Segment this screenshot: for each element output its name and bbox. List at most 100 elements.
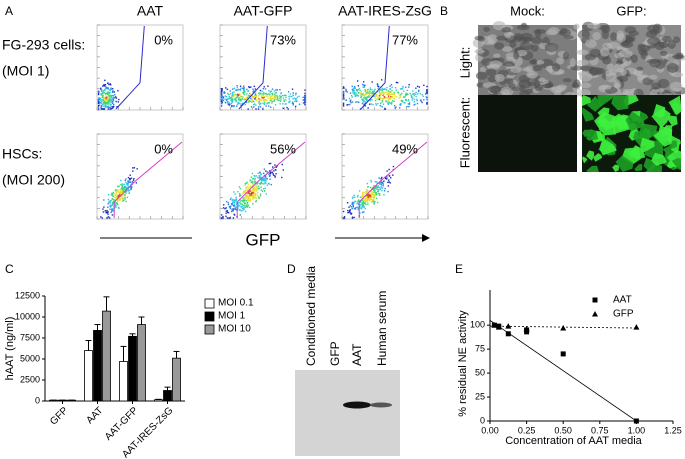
flow-event: [111, 192, 113, 195]
gfp-cell: [667, 115, 678, 127]
flow-event: [284, 103, 286, 105]
gfp-cell: [586, 150, 595, 161]
flow-event: [399, 103, 402, 105]
cell-texture: [489, 60, 503, 68]
flow-event: [116, 188, 119, 191]
flow-event: [383, 96, 386, 98]
gfp-cell: [611, 95, 629, 111]
flow-event: [408, 103, 411, 105]
flow-event: [254, 179, 256, 181]
flow-event: [102, 99, 105, 101]
flow-event: [97, 101, 100, 104]
flow-event: [371, 99, 373, 101]
flow-event: [102, 90, 104, 93]
flow-event: [231, 98, 234, 101]
flow-event: [107, 105, 109, 107]
flow-event: [385, 178, 388, 180]
flow-event: [102, 208, 104, 210]
flow-event: [386, 93, 388, 96]
gfp-cell: [668, 95, 681, 116]
cell-texture: [494, 42, 505, 50]
flow-event: [290, 95, 293, 98]
flow-event: [379, 92, 381, 95]
flow-event: [387, 99, 389, 101]
flow-event: [366, 199, 368, 202]
flow-event: [365, 98, 367, 101]
flow-event: [225, 210, 228, 212]
cell-texture: [605, 72, 617, 83]
flow-event: [118, 197, 121, 200]
flow-event: [233, 191, 235, 193]
flow-event: [254, 196, 257, 199]
bar: [67, 399, 76, 402]
flow-event: [353, 207, 356, 210]
flow-event: [112, 207, 114, 210]
flow-event: [257, 172, 259, 175]
flow-event: [254, 181, 256, 183]
flow-event: [424, 93, 427, 95]
flow-event: [245, 98, 248, 100]
flow-event: [258, 177, 261, 179]
flow-event: [282, 169, 285, 171]
flow-event: [349, 100, 352, 102]
cell-texture: [476, 82, 484, 88]
legend-swatch: [204, 298, 215, 309]
flow-event: [393, 92, 395, 94]
flow-event: [362, 195, 364, 198]
flow-event: [426, 89, 428, 91]
flow-event: [118, 194, 120, 197]
flow-event: [413, 101, 416, 103]
flow-event: [385, 97, 387, 99]
flow-event: [289, 100, 291, 102]
flow-event: [258, 187, 261, 190]
flow-event: [375, 94, 378, 97]
flow-event: [233, 205, 236, 207]
flow-event: [366, 194, 369, 197]
flow-event: [101, 100, 103, 103]
flow-event: [372, 190, 375, 192]
cell-texture: [577, 29, 590, 40]
flow-event: [114, 94, 116, 96]
flow-event: [240, 98, 243, 101]
flow-event: [348, 209, 351, 212]
flow-event: [291, 88, 294, 90]
flow-event: [294, 97, 296, 99]
flow-event: [256, 183, 258, 185]
cell-texture: [666, 62, 679, 73]
flow-event: [233, 208, 235, 210]
flow-event: [265, 193, 268, 195]
flow-event: [254, 96, 257, 99]
flow-event: [346, 104, 348, 106]
flow-event: [357, 194, 359, 197]
flow-event: [363, 97, 365, 99]
flow-event: [362, 205, 365, 208]
flow-event: [250, 94, 252, 96]
flow-event: [242, 208, 244, 210]
flow-event: [346, 91, 348, 93]
flow-event: [252, 178, 255, 180]
panel-label: A: [5, 4, 13, 18]
flow-event: [272, 97, 274, 100]
flow-event: [262, 87, 264, 90]
flow-event: [263, 190, 266, 192]
flow-event: [283, 94, 285, 97]
flow-event: [228, 95, 230, 98]
flow-event: [256, 193, 258, 195]
flow-event: [244, 99, 246, 101]
flow-event: [275, 89, 277, 91]
flow-event: [375, 194, 378, 196]
flow-event: [227, 211, 230, 214]
flow-event: [237, 202, 240, 204]
flow-event: [235, 99, 237, 101]
bar: [154, 399, 163, 402]
flow-event: [408, 86, 410, 88]
flow-event: [375, 186, 377, 188]
flow-event: [294, 105, 297, 108]
flow-event: [239, 102, 241, 105]
flow-event: [112, 200, 115, 203]
flow-event: [377, 88, 379, 90]
row-label: Fluorescent:: [457, 97, 472, 169]
flow-event: [271, 94, 274, 96]
flow-event: [109, 83, 111, 85]
flow-event: [220, 102, 223, 105]
